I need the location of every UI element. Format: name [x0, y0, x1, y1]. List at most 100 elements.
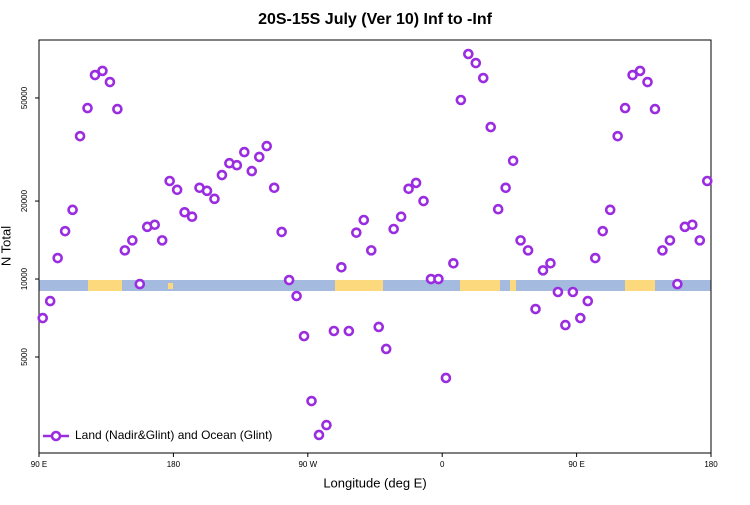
point: [298, 330, 310, 342]
point: [201, 185, 213, 197]
x-tick-label: 90 E: [568, 460, 584, 469]
point: [567, 286, 579, 298]
point: [209, 193, 220, 205]
point: [619, 102, 631, 114]
y-tick-label: 50000: [20, 86, 29, 109]
point: [246, 165, 258, 177]
x-tick-label: 90 W: [298, 460, 317, 469]
point: [321, 419, 332, 431]
point: [582, 295, 594, 307]
point: [477, 72, 489, 84]
point: [560, 319, 571, 331]
point: [44, 295, 56, 307]
x-axis-label: Longitude (deg E): [323, 475, 426, 490]
point: [485, 121, 497, 133]
point: [388, 223, 399, 235]
point: [515, 235, 526, 246]
point: [74, 130, 86, 142]
point: [328, 325, 340, 337]
point: [664, 235, 676, 246]
point: [552, 286, 564, 298]
point: [589, 252, 601, 264]
legend-marker: [50, 430, 62, 442]
point: [253, 151, 265, 163]
point: [119, 245, 131, 256]
point: [149, 219, 161, 231]
point: [701, 175, 713, 187]
point: [492, 203, 504, 215]
point: [448, 257, 459, 269]
point: [410, 177, 422, 189]
point: [104, 76, 116, 88]
point: [313, 429, 325, 441]
point: [351, 227, 362, 238]
point: [52, 252, 63, 264]
legend-label: Land (Nadir&Glint) and Ocean (Glint): [75, 428, 272, 442]
point: [403, 183, 414, 195]
surface-band: [39, 280, 711, 291]
point: [634, 65, 646, 77]
point: [179, 206, 190, 218]
point: [358, 214, 370, 226]
y-axis-label: N Total: [0, 226, 13, 266]
point: [507, 155, 519, 167]
point: [89, 69, 101, 81]
point: [283, 274, 295, 286]
point: [37, 312, 49, 324]
point: [672, 278, 683, 290]
x-tick-label: 180: [167, 460, 181, 469]
y-tick-label: 10000: [20, 267, 29, 290]
point: [440, 372, 452, 384]
point: [522, 245, 534, 256]
point: [604, 204, 616, 216]
point: [694, 235, 706, 246]
x-tick-label: 0: [440, 460, 445, 469]
point: [575, 312, 586, 324]
point: [373, 321, 385, 333]
point: [268, 182, 280, 194]
point: [649, 103, 661, 115]
point: [455, 94, 467, 106]
point: [239, 146, 250, 158]
point: [545, 257, 556, 269]
land-band: [625, 280, 655, 291]
x-tick-label: 90 E: [31, 460, 47, 469]
point: [642, 76, 653, 88]
point: [186, 211, 198, 223]
land-band: [335, 280, 383, 291]
point: [276, 226, 287, 238]
point: [306, 395, 317, 407]
point: [67, 204, 78, 216]
point: [657, 245, 668, 256]
point: [112, 103, 123, 115]
point: [380, 343, 392, 355]
land-band: [460, 280, 500, 291]
point: [171, 184, 183, 196]
point: [470, 57, 482, 69]
land-band: [88, 280, 122, 291]
point: [537, 265, 549, 276]
point: [343, 325, 355, 337]
point: [687, 219, 698, 231]
point: [463, 48, 474, 60]
point: [97, 65, 108, 77]
point: [127, 235, 138, 246]
point: [395, 211, 407, 223]
chart-title: 20S-15S July (Ver 10) Inf to -Inf: [258, 11, 493, 28]
point: [164, 175, 175, 187]
point: [291, 290, 302, 302]
plot-frame: [38, 39, 712, 454]
point: [82, 102, 93, 114]
point: [627, 69, 638, 81]
land-band: [168, 283, 173, 289]
land-band: [510, 280, 516, 291]
point: [336, 261, 347, 273]
point: [231, 159, 243, 171]
point: [612, 130, 623, 142]
point: [134, 278, 146, 290]
point: [216, 169, 228, 181]
y-tick-label: 5000: [20, 348, 29, 366]
x-tick-label: 180: [704, 460, 718, 469]
point: [418, 195, 429, 207]
